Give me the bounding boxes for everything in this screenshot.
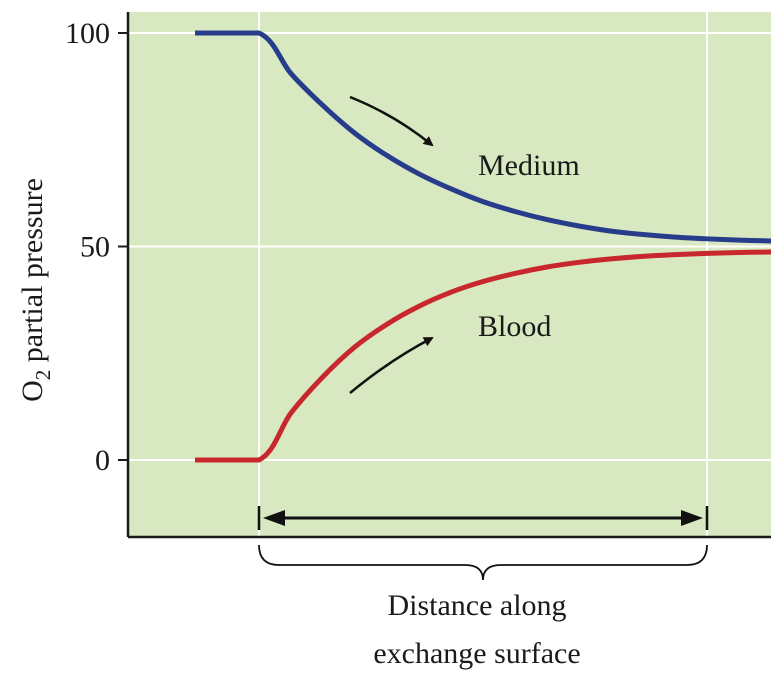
y-axis-title: O2 partial pressure — [16, 178, 55, 402]
x-caption: Distance along exchange surface — [373, 589, 580, 670]
medium-series-label: Medium — [478, 149, 580, 182]
blood-trend-arrow — [349, 336, 434, 394]
y-axis-title-rest: partial pressure — [16, 178, 49, 370]
y-tick-label-0: 0 — [95, 444, 110, 477]
series: Medium Blood — [195, 30, 771, 463]
y-tick-label-50: 50 — [80, 231, 110, 264]
trend-arrows — [257, 95, 709, 581]
axes — [126, 12, 771, 539]
x-caption-line1: Distance along — [387, 589, 566, 622]
exchange-arrowhead-right — [681, 510, 703, 526]
y-ticks: 0 50 100 — [65, 17, 128, 477]
y-tick-label-100: 100 — [65, 17, 110, 50]
exchange-brace — [258, 544, 708, 581]
medium-series-line — [195, 30, 771, 244]
plot-area — [128, 12, 771, 537]
y-axis-title-subscript: 2 — [31, 370, 55, 381]
blood-series-line — [195, 249, 771, 463]
blood-series-label: Blood — [478, 310, 551, 343]
medium-trend-arrow — [349, 95, 434, 147]
exchange-arrowhead-left — [263, 510, 285, 526]
x-caption-line2: exchange surface — [373, 637, 580, 670]
